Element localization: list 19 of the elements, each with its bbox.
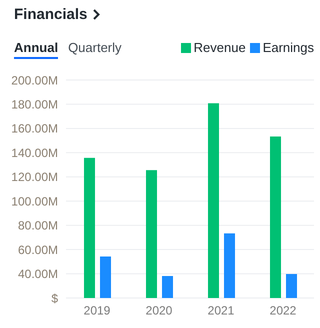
text: Annual <box>14 40 58 55</box>
y-tick-label: 60.00M <box>18 242 58 257</box>
y-tick-label: $ <box>51 291 58 306</box>
legend-label: Earnings <box>262 40 314 55</box>
y-tick-label: 100.00M <box>11 194 58 208</box>
y-tick-label: 40.00M <box>18 267 58 282</box>
y-tick-label: 180.00M <box>11 97 58 112</box>
y-tick-label: 200.00M <box>11 73 58 88</box>
x-tick-label: 2022 <box>270 304 297 318</box>
y-tick-label: 140.00M <box>11 146 58 160</box>
text: Quarterly <box>68 40 122 55</box>
y-tick-label: 120.00M <box>11 170 58 184</box>
chart-title: Financials <box>14 6 88 23</box>
x-tick-label: 2019 <box>84 304 111 318</box>
x-tick-label: 2021 <box>208 304 235 318</box>
y-tick-label: 160.00M <box>11 122 58 136</box>
legend-label: Revenue <box>194 40 246 55</box>
y-tick-label: 80.00M <box>18 218 58 233</box>
x-tick-label: 2020 <box>146 304 173 318</box>
